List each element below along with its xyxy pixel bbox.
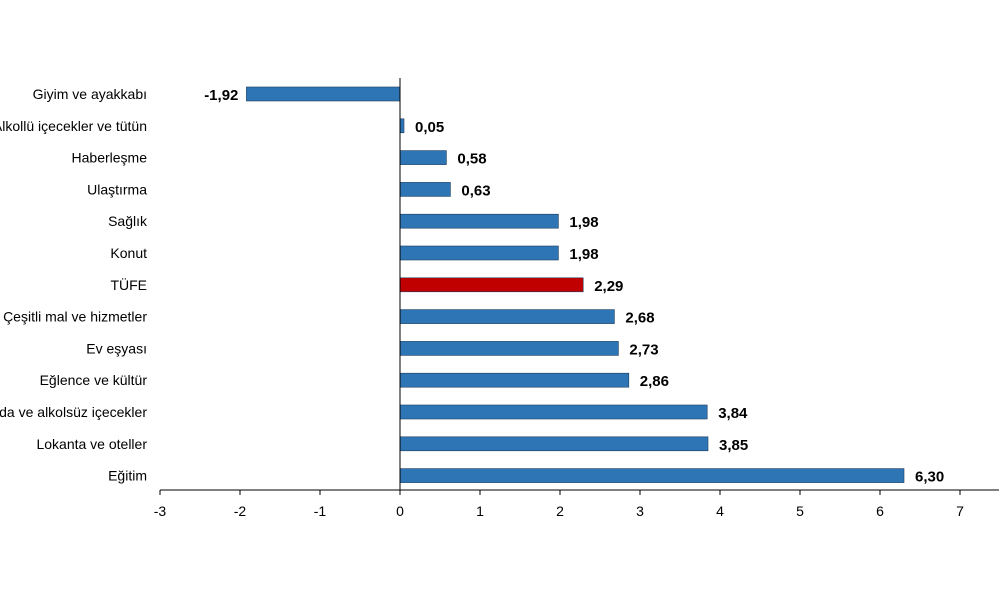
value-label: 2,29 xyxy=(594,278,623,295)
bar xyxy=(246,86,401,102)
bar xyxy=(399,309,615,324)
x-tick-label: 0 xyxy=(396,503,404,519)
x-tick-label: 2 xyxy=(556,503,564,519)
value-label: 3,84 xyxy=(718,405,748,422)
bar xyxy=(399,341,619,356)
bar xyxy=(399,436,709,452)
value-label: 2,73 xyxy=(629,341,658,358)
bar xyxy=(399,404,708,420)
x-tick-label: -3 xyxy=(154,503,167,519)
x-tick-label: -1 xyxy=(314,503,327,519)
category-label: Konut xyxy=(110,245,147,261)
value-label: 1,98 xyxy=(569,246,598,263)
bar xyxy=(399,150,447,165)
category-label: Ulaştırma xyxy=(87,181,147,197)
bar xyxy=(399,118,405,134)
x-tick-label: 4 xyxy=(716,503,724,519)
category-label: Eğlence ve kültür xyxy=(40,372,148,388)
category-label: Alkollü içecekler ve tütün xyxy=(0,118,147,134)
category-label: Eğitim xyxy=(108,468,147,484)
value-label: 2,68 xyxy=(625,310,654,327)
value-label: 0,58 xyxy=(457,151,486,168)
value-label: 1,98 xyxy=(569,214,598,231)
category-label: Haberleşme xyxy=(72,150,148,166)
value-label: 0,63 xyxy=(461,182,490,199)
category-label: Gıda ve alkolsüz içecekler xyxy=(0,404,147,420)
x-tick-label: 7 xyxy=(956,503,964,519)
x-tick-label: 3 xyxy=(636,503,644,519)
value-label: 3,85 xyxy=(719,437,748,454)
x-tick-label: 5 xyxy=(796,503,804,519)
bar xyxy=(399,245,559,261)
value-label: 0,05 xyxy=(415,119,444,136)
value-label: 6,30 xyxy=(915,469,944,486)
bar xyxy=(399,468,905,483)
value-label: -1,92 xyxy=(204,87,238,104)
x-tick-label: -2 xyxy=(234,503,247,519)
x-tick-label: 1 xyxy=(476,503,484,519)
bar xyxy=(399,182,451,197)
category-label: Lokanta ve oteller xyxy=(36,436,147,452)
x-tick-label: 6 xyxy=(876,503,884,519)
value-label: 2,86 xyxy=(640,373,669,390)
category-label: Çeşitli mal ve hizmetler xyxy=(3,309,147,325)
category-label: Giyim ve ayakkabı xyxy=(33,86,147,102)
category-label: Sağlık xyxy=(108,213,148,229)
bar xyxy=(399,213,559,229)
category-label: TÜFE xyxy=(110,276,147,293)
category-label: Ev eşyası xyxy=(86,340,147,356)
bar xyxy=(399,277,584,293)
bar xyxy=(399,372,630,388)
